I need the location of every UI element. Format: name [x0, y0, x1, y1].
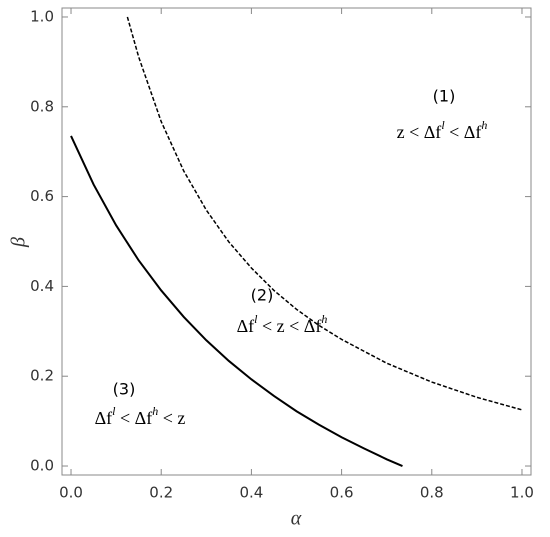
- y-axis-label: β: [8, 237, 30, 248]
- annotation-label: (3): [113, 380, 136, 399]
- annotation-math: Δfl < z < Δfh: [237, 312, 328, 336]
- annotation-math: Δfl < Δfh < z: [95, 404, 186, 428]
- math-text: < Δf: [116, 408, 153, 428]
- y-tick-label: 0.0: [30, 457, 54, 475]
- y-tick-label: 0.6: [30, 187, 54, 205]
- x-tick-label: 1.0: [510, 484, 534, 502]
- y-tick-label: 0.2: [30, 367, 54, 385]
- math-text: z < Δf: [397, 122, 442, 142]
- x-tick-label: 0.8: [420, 484, 444, 502]
- superscript: h: [481, 118, 487, 132]
- math-text: Δf: [95, 408, 113, 428]
- y-tick-label: 0.4: [30, 277, 54, 295]
- curve: [126, 16, 523, 411]
- y-tick-label: 0.8: [30, 97, 54, 115]
- math-text: < z < Δf: [258, 316, 322, 336]
- superscript: l: [254, 312, 258, 326]
- math-text: < Δf: [445, 122, 482, 142]
- superscript: l: [112, 404, 116, 418]
- x-tick-label: 0.0: [59, 484, 83, 502]
- superscript: h: [152, 404, 158, 418]
- x-tick-label: 0.6: [330, 484, 354, 502]
- x-tick-label: 0.2: [149, 484, 173, 502]
- curve: [70, 135, 403, 467]
- annotation-math: z < Δfl < Δfh: [397, 118, 488, 142]
- annotation-label: (1): [433, 87, 456, 106]
- plot-frame: [61, 7, 532, 476]
- superscript: h: [321, 312, 327, 326]
- annotation-label: (2): [251, 286, 274, 305]
- superscript: l: [441, 118, 445, 132]
- x-tick-label: 0.4: [239, 484, 263, 502]
- x-axis-label: α: [291, 508, 302, 530]
- math-text: Δf: [237, 316, 255, 336]
- math-text: < z: [158, 408, 185, 428]
- y-tick-label: 1.0: [30, 7, 54, 25]
